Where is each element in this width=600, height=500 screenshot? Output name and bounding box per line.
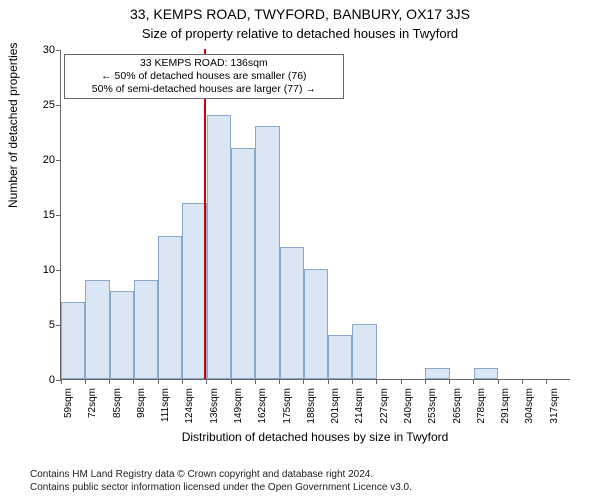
x-tick-mark: [425, 379, 426, 384]
x-tick-mark: [231, 379, 232, 384]
x-tick-mark: [376, 379, 377, 384]
y-tick-label: 25: [43, 99, 55, 111]
y-tick-mark: [56, 215, 61, 216]
y-axis-label: Number of detached properties: [6, 43, 20, 208]
histogram-bar: [352, 324, 376, 379]
histogram-bar: [134, 280, 158, 379]
histogram-bar: [425, 368, 449, 379]
x-tick-mark: [522, 379, 523, 384]
x-tick-label: 85sqm: [112, 388, 123, 418]
x-tick-label: 265sqm: [452, 388, 463, 424]
x-tick-mark: [85, 379, 86, 384]
x-axis-label: Distribution of detached houses by size …: [60, 430, 570, 444]
x-tick-mark: [133, 379, 134, 384]
x-tick-label: 188sqm: [306, 388, 317, 424]
histogram-bar: [61, 302, 85, 379]
x-tick-label: 59sqm: [63, 388, 74, 418]
y-tick-label: 5: [49, 319, 55, 331]
x-tick-label: 111sqm: [160, 388, 171, 422]
page-title-2: Size of property relative to detached ho…: [0, 26, 600, 41]
x-tick-label: 98sqm: [136, 388, 147, 418]
y-tick-label: 15: [43, 209, 55, 221]
x-tick-label: 214sqm: [354, 388, 365, 424]
x-tick-label: 149sqm: [233, 388, 244, 424]
x-tick-mark: [109, 379, 110, 384]
y-tick-mark: [56, 105, 61, 106]
x-tick-label: 278sqm: [476, 388, 487, 424]
x-tick-mark: [498, 379, 499, 384]
annotation-line-1: 33 KEMPS ROAD: 136sqm: [71, 57, 337, 70]
y-tick-label: 0: [49, 374, 55, 386]
y-tick-label: 20: [43, 154, 55, 166]
x-tick-mark: [206, 379, 207, 384]
x-tick-label: 136sqm: [209, 388, 220, 424]
histogram-bar: [328, 335, 352, 379]
footer-line-2: Contains public sector information licen…: [30, 482, 590, 495]
histogram-bar: [207, 115, 231, 379]
y-tick-mark: [56, 270, 61, 271]
x-tick-label: 240sqm: [403, 388, 414, 424]
x-tick-mark: [473, 379, 474, 384]
annotation-box: 33 KEMPS ROAD: 136sqm ← 50% of detached …: [64, 54, 344, 99]
histogram-bar: [85, 280, 109, 379]
plot-area: [60, 50, 570, 380]
x-tick-mark: [328, 379, 329, 384]
histogram-bar: [255, 126, 279, 379]
x-tick-mark: [303, 379, 304, 384]
annotation-line-2: ← 50% of detached houses are smaller (76…: [71, 70, 337, 83]
page-title-1: 33, KEMPS ROAD, TWYFORD, BANBURY, OX17 3…: [0, 6, 600, 22]
footer-attribution: Contains HM Land Registry data © Crown c…: [30, 469, 590, 494]
histogram-bar: [280, 247, 304, 379]
x-tick-label: 175sqm: [282, 388, 293, 424]
x-tick-mark: [182, 379, 183, 384]
x-tick-label: 162sqm: [257, 388, 268, 424]
x-tick-label: 201sqm: [330, 388, 341, 424]
x-tick-mark: [279, 379, 280, 384]
x-tick-mark: [352, 379, 353, 384]
x-tick-label: 124sqm: [184, 388, 195, 424]
x-tick-mark: [449, 379, 450, 384]
x-tick-mark: [546, 379, 547, 384]
histogram-bar: [110, 291, 134, 379]
x-tick-mark: [255, 379, 256, 384]
histogram-bar: [304, 269, 328, 379]
footer-line-1: Contains HM Land Registry data © Crown c…: [30, 469, 590, 482]
histogram-bar: [158, 236, 182, 379]
x-tick-label: 72sqm: [87, 388, 98, 418]
x-tick-mark: [61, 379, 62, 384]
x-tick-mark: [401, 379, 402, 384]
x-tick-label: 304sqm: [524, 388, 535, 424]
histogram-bar: [474, 368, 498, 379]
x-tick-label: 291sqm: [500, 388, 511, 424]
chart-container: 33, KEMPS ROAD, TWYFORD, BANBURY, OX17 3…: [0, 0, 600, 500]
y-tick-label: 30: [43, 44, 55, 56]
x-tick-label: 227sqm: [379, 388, 390, 424]
y-tick-mark: [56, 160, 61, 161]
y-tick-label: 10: [43, 264, 55, 276]
x-tick-label: 317sqm: [549, 388, 560, 424]
y-tick-mark: [56, 50, 61, 51]
histogram-bar: [231, 148, 255, 379]
annotation-line-3: 50% of semi-detached houses are larger (…: [71, 83, 337, 96]
x-tick-mark: [158, 379, 159, 384]
x-tick-label: 253sqm: [427, 388, 438, 424]
